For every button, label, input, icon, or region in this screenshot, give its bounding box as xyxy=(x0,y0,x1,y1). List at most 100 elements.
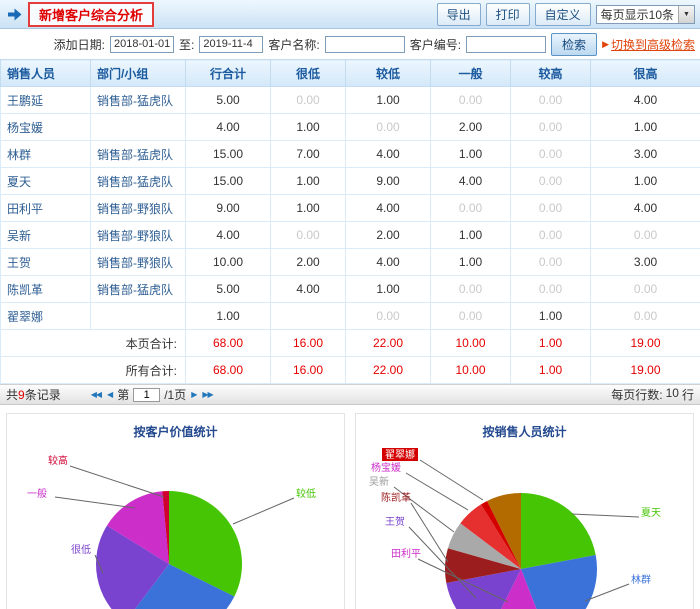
value-cell: 7.00 xyxy=(270,140,346,168)
pie-label-较低: 较低 xyxy=(296,487,316,500)
department-cell: 销售部-野狼队 xyxy=(90,248,186,276)
total-value-cell: 16.00 xyxy=(270,356,346,384)
pie-slice-较高[interactable] xyxy=(162,491,169,564)
export-button[interactable]: 导出 xyxy=(436,2,481,26)
value-cell: 0.00 xyxy=(590,275,700,303)
pie-label-杨宝媛: 杨宝媛 xyxy=(371,461,401,474)
table-row: 林群 销售部-猛虎队 15.00 7.00 4.00 1.00 0.00 3.00 xyxy=(0,140,700,168)
pie-slice-很低[interactable] xyxy=(95,525,169,609)
value-cell: 1.00 xyxy=(270,194,346,222)
pie-slice-林群[interactable] xyxy=(521,555,598,609)
pie-label-林群: 林群 xyxy=(631,573,651,586)
customer-no-input[interactable] xyxy=(466,35,547,53)
page-size-select[interactable]: 每页显示10条 ▼ xyxy=(595,4,695,24)
pie-slice-很高[interactable] xyxy=(125,564,235,609)
value-cell: 15.00 xyxy=(185,140,271,168)
department-cell: 销售部-猛虎队 xyxy=(90,86,186,114)
date-from-input[interactable] xyxy=(110,35,175,53)
arrow-right-icon: ▶ xyxy=(602,38,609,49)
customer-value-chart-title: 按客户价值统计 xyxy=(133,425,218,439)
table-row: 杨宝媛 4.00 1.00 0.00 2.00 0.00 1.00 xyxy=(0,113,700,141)
table-row: 翟翠娜 1.00 0.00 0.00 1.00 0.00 xyxy=(0,302,700,330)
pie-label-很低: 很低 xyxy=(71,543,91,556)
record-count-number: 9 xyxy=(18,388,25,402)
value-cell: 0.00 xyxy=(430,86,511,114)
topbar-actions: 导出 打印 自定义 每页显示10条 ▼ xyxy=(436,2,695,26)
value-cell: 2.00 xyxy=(430,113,511,141)
print-button[interactable]: 打印 xyxy=(485,2,530,26)
pie-slice-翟翠娜[interactable] xyxy=(480,500,521,569)
page-total-row: 本页合计: 68.00 16.00 22.00 10.00 1.00 19.00 xyxy=(0,329,700,357)
salesperson-cell: 夏天 xyxy=(0,167,91,195)
pie-slice-一般[interactable] xyxy=(106,491,169,564)
department-cell: 销售部-猛虎队 xyxy=(90,167,186,195)
total-value-cell: 16.00 xyxy=(270,329,346,357)
salesperson-chart-title: 按销售人员统计 xyxy=(482,425,567,439)
page-number-input[interactable] xyxy=(133,387,161,402)
rows-per-page-suffix: 行 xyxy=(681,388,694,402)
date-to-input[interactable] xyxy=(199,35,264,53)
rows-per-page-value: 10 xyxy=(665,386,679,400)
value-cell: 15.00 xyxy=(185,167,271,195)
value-cell: 4.00 xyxy=(345,194,431,222)
value-cell: 0.00 xyxy=(510,221,591,249)
pie-slice-吴新[interactable] xyxy=(447,523,521,569)
callout-line xyxy=(232,497,295,525)
total-value-cell: 22.00 xyxy=(345,356,431,384)
title-arrow-icon xyxy=(8,8,22,21)
salesperson-cell: 林群 xyxy=(0,140,91,168)
value-cell xyxy=(270,302,346,330)
chart-panel-salesperson: 按销售人员统计 翟翠娜 杨宝媛 吴新 陈凯革 王贺 田利平 夏天 林群 xyxy=(355,413,694,609)
last-page-button[interactable]: ▶▶ xyxy=(202,390,213,399)
pager: ◀◀ ◀ 第 /1页 ▶ ▶▶ xyxy=(90,386,214,403)
salesperson-cell: 翟翠娜 xyxy=(0,302,91,330)
column-header-6: 较高 xyxy=(510,59,591,87)
pie-slice-王鹏延[interactable] xyxy=(487,493,521,569)
search-button[interactable]: 检索 xyxy=(551,32,598,56)
value-cell: 4.00 xyxy=(185,221,271,249)
record-count: 共9条记录 xyxy=(6,386,61,403)
value-cell: 1.00 xyxy=(590,113,700,141)
first-page-button[interactable]: ◀◀ xyxy=(90,390,102,399)
customer-name-input[interactable] xyxy=(324,35,405,53)
rows-per-page-label: 每页行数: xyxy=(611,388,663,402)
pie-label-夏天: 夏天 xyxy=(641,507,661,519)
table-row: 陈凯革 销售部-猛虎队 5.00 4.00 1.00 0.00 0.00 0.00 xyxy=(0,275,700,303)
value-cell: 1.00 xyxy=(510,302,591,330)
value-cell: 5.00 xyxy=(185,275,271,303)
value-cell: 1.00 xyxy=(270,167,346,195)
pie-label-王贺: 王贺 xyxy=(385,516,405,528)
value-cell: 0.00 xyxy=(510,194,591,222)
value-cell: 1.00 xyxy=(345,86,431,114)
pagination-bar: 共9条记录 ◀◀ ◀ 第 /1页 ▶ ▶▶ 每页行数: 10 行 xyxy=(0,384,700,405)
value-cell: 1.00 xyxy=(430,140,511,168)
column-header-4: 较低 xyxy=(345,59,431,87)
report-table: 销售人员 部门/小组 行合计 很低 较低 一般 较高 很高 王鹏延 销售部-猛虎队 5.00 0.0… xyxy=(0,59,700,384)
pie-slice-田利平[interactable] xyxy=(487,569,548,609)
pie-slice-杨宝媛[interactable] xyxy=(460,504,521,569)
grand-total-row: 所有合计: 68.00 16.00 22.00 10.00 1.00 19.00 xyxy=(0,356,700,384)
column-header-5: 一般 xyxy=(430,59,511,87)
department-cell: 销售部-野狼队 xyxy=(90,194,186,222)
total-value-cell: 10.00 xyxy=(430,356,511,384)
pie-slice-较低[interactable] xyxy=(169,491,243,597)
department-cell: 销售部-野狼队 xyxy=(90,221,186,249)
customize-button[interactable]: 自定义 xyxy=(534,2,591,26)
next-page-button[interactable]: ▶ xyxy=(191,390,197,399)
advanced-search-link[interactable]: ▶ 切换到高级检索 xyxy=(602,36,695,53)
value-cell: 9.00 xyxy=(185,194,271,222)
pie-slice-夏天[interactable] xyxy=(521,493,596,569)
callout-line xyxy=(69,465,165,498)
callout-line xyxy=(54,496,136,509)
total-value-cell: 22.00 xyxy=(345,329,431,357)
prev-page-button[interactable]: ◀ xyxy=(107,390,113,399)
salesperson-cell: 田利平 xyxy=(0,194,91,222)
label-highlight xyxy=(382,448,418,461)
value-cell: 5.00 xyxy=(185,86,271,114)
pie-slice-陈凯革[interactable] xyxy=(444,548,521,583)
value-cell: 1.00 xyxy=(345,275,431,303)
department-cell xyxy=(90,302,186,330)
total-value-cell: 19.00 xyxy=(590,329,700,357)
value-cell: 1.00 xyxy=(430,221,511,249)
